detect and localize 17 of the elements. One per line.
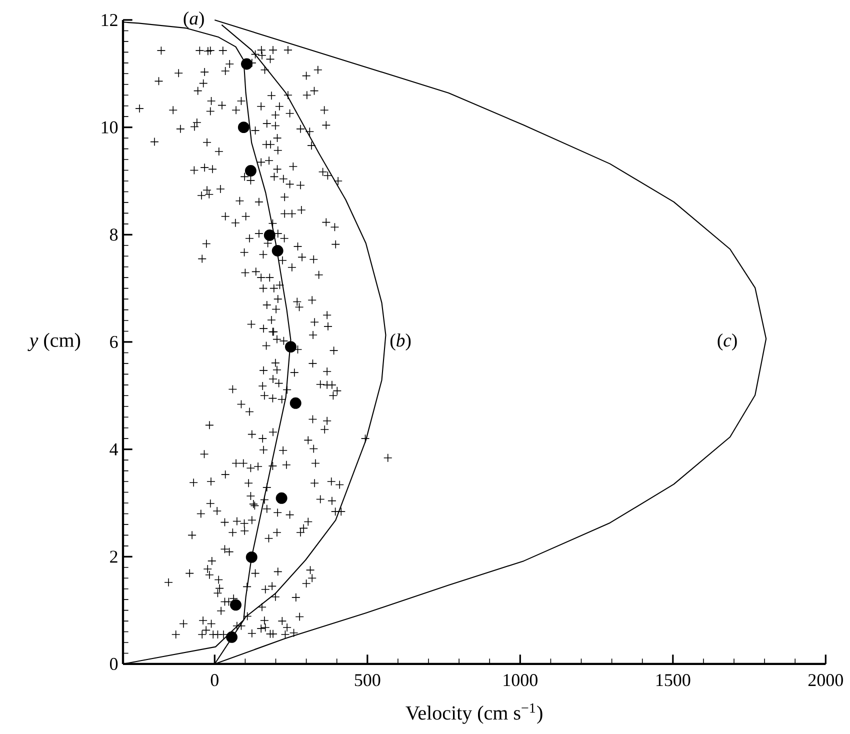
x-tick-label: 0 bbox=[210, 674, 218, 686]
y-tick-label: 8 bbox=[110, 228, 118, 241]
y-tick-label: 0 bbox=[110, 658, 118, 670]
annotation: (a) bbox=[184, 12, 204, 28]
y-axis-title: y (cm) bbox=[28, 332, 80, 352]
y-tick-label: 4 bbox=[110, 443, 118, 456]
x-axis-title: Velocity (cm s$^{−1}$) bbox=[406, 703, 542, 724]
x-tick-label: 500 bbox=[354, 674, 380, 686]
annotation: (c) bbox=[718, 334, 737, 350]
annotation: (b) bbox=[390, 334, 411, 350]
x-tick-label: 1000 bbox=[504, 674, 538, 686]
x-tick-label: 2000 bbox=[808, 674, 843, 686]
y-tick-label: 10 bbox=[102, 121, 118, 134]
y-tick-label: 6 bbox=[110, 336, 118, 348]
y-tick-label: 2 bbox=[110, 550, 118, 563]
x-tick-label: 1500 bbox=[656, 674, 690, 686]
y-tick-label: 12 bbox=[102, 14, 118, 26]
